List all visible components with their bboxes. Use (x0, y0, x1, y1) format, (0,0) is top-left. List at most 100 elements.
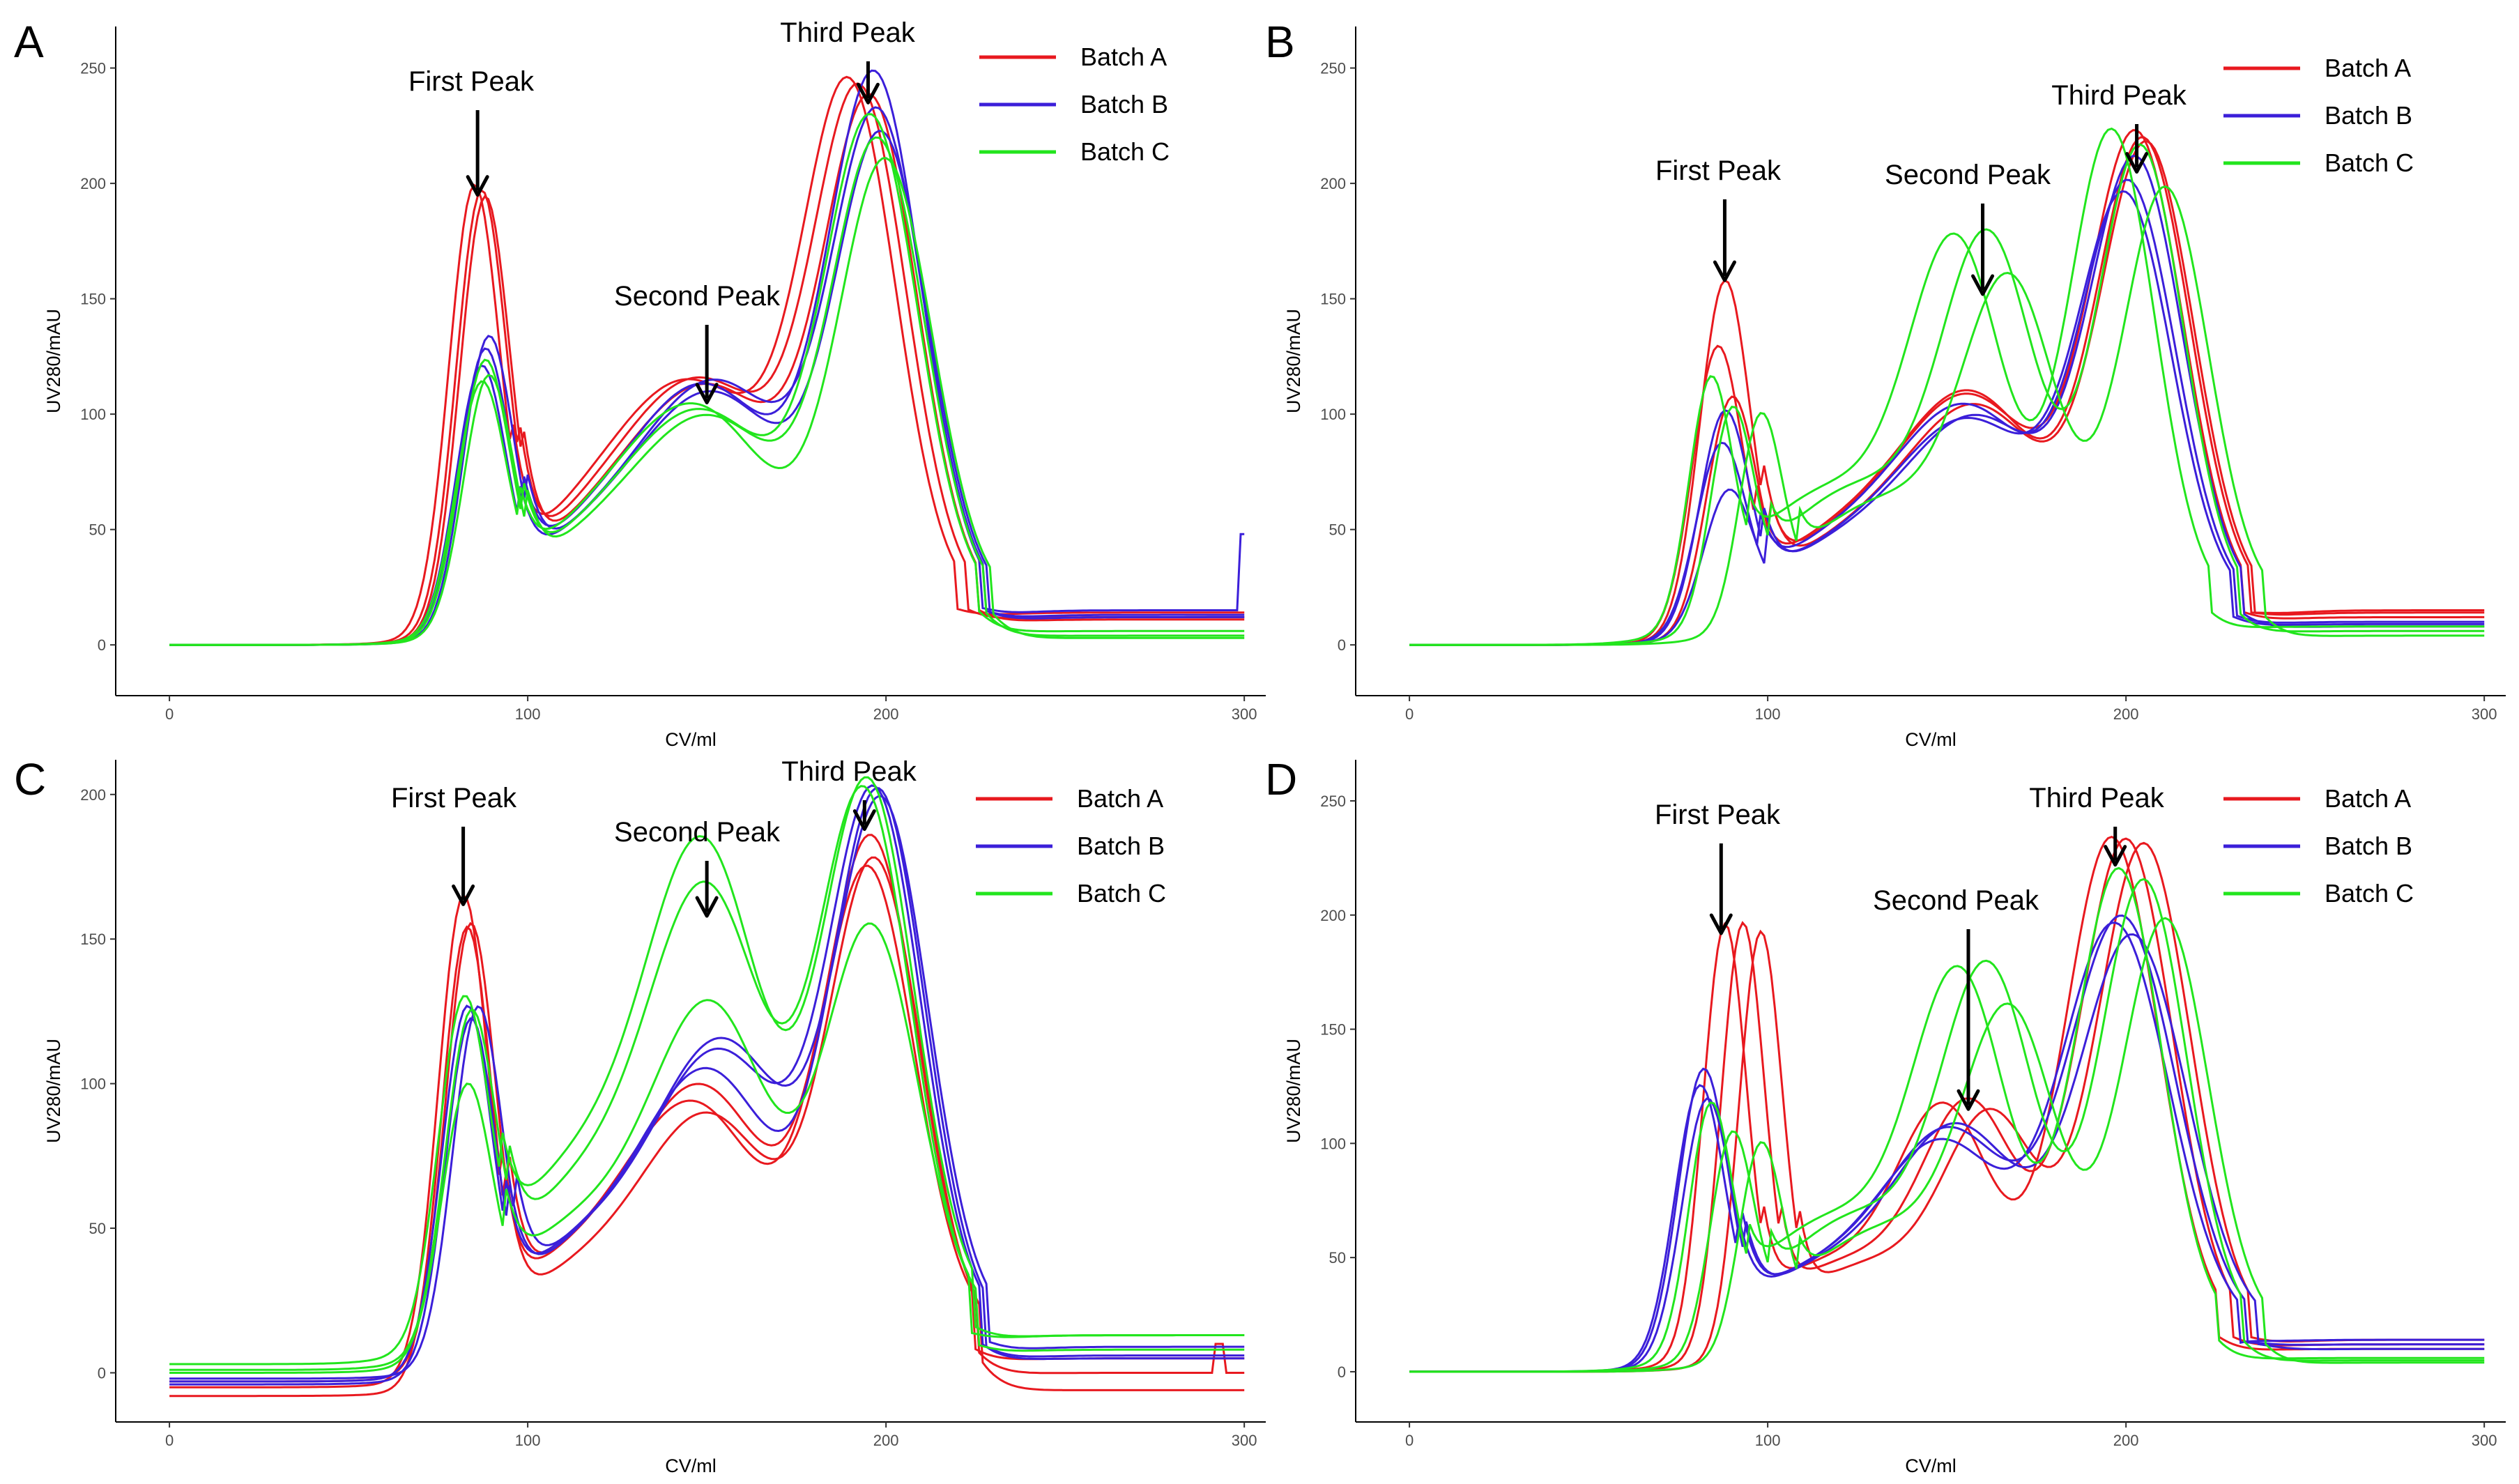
y-tick-label: 0 (98, 1364, 106, 1382)
peak-annotation: Third Peak (780, 17, 916, 105)
annotation-arrow-head (2125, 152, 2149, 174)
peak-annotation: Second Peak (1873, 885, 2039, 1111)
series-line-batch-a (169, 834, 1245, 1389)
peak-annotation: First Peak (408, 66, 535, 197)
series-line-batch-c (1409, 917, 2485, 1373)
x-axis-title: CV/ml (1905, 1455, 1957, 1476)
annotation-label: Third Peak (2029, 783, 2164, 813)
annotation-label: First Peak (1655, 800, 1781, 830)
annotation-arrow-head (856, 82, 880, 105)
x-tick-label: 100 (1755, 705, 1781, 723)
series-traces (169, 776, 1245, 1398)
y-tick-label: 250 (80, 60, 106, 77)
legend-label: Batch B (2325, 101, 2412, 130)
y-tick-label: 100 (80, 1076, 106, 1093)
y-tick-label: 250 (1320, 793, 1346, 810)
x-tick-label: 200 (2113, 1432, 2139, 1449)
annotation-label: Third Peak (780, 17, 915, 48)
x-tick-label: 0 (165, 1432, 174, 1449)
annotation-label: Third Peak (2051, 80, 2187, 111)
legend-label: Batch A (2325, 54, 2411, 82)
legend: Batch A Batch B Batch C (2223, 54, 2414, 177)
y-tick-label: 0 (98, 636, 106, 654)
series-traces (1409, 127, 2485, 646)
annotation-label: First Peak (1655, 155, 1782, 186)
y-tick-label: 100 (80, 406, 106, 423)
y-tick-label: 150 (1320, 291, 1346, 308)
chart-panel-a: 0 50 100 150 200 250 0 100 200 300 CV/ml UV280/mAU A… (14, 17, 1266, 750)
x-axis-title: CV/ml (665, 1455, 717, 1476)
y-tick-label: 150 (1320, 1021, 1346, 1039)
annotation-label: Third Peak (781, 756, 917, 787)
legend: Batch A Batch B Batch C (979, 43, 1170, 166)
x-tick-label: 0 (1405, 705, 1414, 723)
x-tick-label: 200 (873, 1432, 899, 1449)
chart-panel-d: 0 50 100 150 200 250 0 100 200 300 CV/ml UV280/mAU D… (1265, 754, 2506, 1476)
y-tick-label: 0 (1338, 1363, 1346, 1381)
series-line-batch-c (1409, 866, 2485, 1373)
peak-annotation: Third Peak (2051, 80, 2187, 174)
x-tick-label: 200 (2113, 705, 2139, 723)
x-tick-label: 0 (165, 705, 174, 723)
series-line-batch-c (1409, 143, 2485, 646)
legend-label: Batch A (2325, 784, 2411, 813)
series-line-batch-a (1409, 136, 2485, 646)
y-tick-label: 200 (80, 175, 106, 192)
annotation-arrow-head (1971, 274, 1995, 296)
annotation-label: Second Peak (1873, 885, 2039, 916)
x-tick-label: 100 (1755, 1432, 1781, 1449)
series-line-batch-b (169, 787, 1245, 1386)
annotation-arrow-head (466, 175, 489, 197)
series-line-batch-b (169, 784, 1245, 1383)
y-tick-label: 150 (80, 291, 106, 308)
series-line-batch-c (169, 157, 1245, 646)
x-axis-title: CV/ml (665, 729, 717, 750)
y-axis-title: UV280/mAU (1283, 309, 1304, 413)
y-tick-label: 50 (89, 1220, 106, 1237)
annotation-arrow-head (852, 809, 876, 832)
annotation-arrow-head (452, 884, 475, 906)
series-line-batch-b (1409, 921, 2485, 1373)
peak-annotation: First Peak (391, 783, 517, 906)
y-tick-label: 100 (1320, 1135, 1346, 1152)
series-line-batch-a (1409, 835, 2485, 1373)
y-axis-title: UV280/mAU (43, 1039, 64, 1143)
series-line-batch-c (1409, 127, 2485, 646)
y-tick-label: 50 (1329, 521, 1346, 539)
annotation-arrow-head (695, 896, 719, 918)
series-line-batch-b (1409, 190, 2485, 646)
peak-annotation: Third Peak (781, 756, 917, 832)
chart-panel-c: 0 50 100 150 200 0 100 200 300 CV/ml UV280/mAU C Fir… (14, 754, 1266, 1476)
panel-letter: C (14, 754, 46, 804)
legend-label: Batch C (2325, 148, 2414, 177)
series-line-batch-a (1409, 129, 2485, 646)
annotation-arrow-head (1713, 260, 1736, 282)
series-line-batch-a (1409, 841, 2485, 1373)
x-tick-label: 0 (1405, 1432, 1414, 1449)
series-line-batch-a (169, 856, 1245, 1398)
annotation-arrow-head (1957, 1089, 1980, 1111)
x-tick-label: 300 (2472, 1432, 2497, 1449)
x-tick-label: 300 (2472, 705, 2497, 723)
peak-annotation: First Peak (1655, 800, 1781, 935)
legend-label: Batch C (2325, 879, 2414, 908)
y-tick-label: 200 (80, 786, 106, 804)
annotation-arrow-head (2104, 845, 2127, 867)
y-tick-label: 200 (1320, 907, 1346, 924)
y-tick-label: 100 (1320, 406, 1346, 423)
panel-letter: D (1265, 754, 1297, 804)
annotation-label: Second Peak (614, 817, 781, 848)
legend-label: Batch B (1080, 90, 1168, 118)
series-traces (1409, 835, 2485, 1373)
legend-label: Batch C (1077, 879, 1166, 908)
peak-annotation: Second Peak (614, 281, 781, 405)
y-tick-label: 200 (1320, 175, 1346, 192)
x-tick-label: 100 (515, 705, 541, 723)
legend-label: Batch B (1077, 832, 1165, 860)
annotation-label: First Peak (408, 66, 535, 97)
series-line-batch-b (1409, 933, 2485, 1373)
annotation-arrow-head (1709, 913, 1733, 935)
legend-label: Batch A (1077, 784, 1163, 813)
annotation-label: Second Peak (1885, 160, 2051, 190)
